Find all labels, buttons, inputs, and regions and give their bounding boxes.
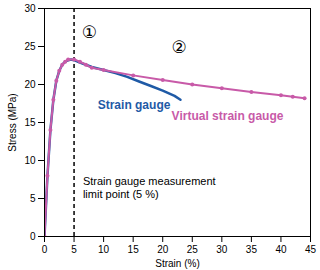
svg-text:Stress (MPa): Stress (MPa): [7, 93, 18, 151]
svg-text:25: 25: [24, 41, 36, 52]
svg-text:5: 5: [30, 193, 36, 204]
svg-text:35: 35: [246, 244, 258, 255]
svg-text:Strain gauge: Strain gauge: [98, 98, 171, 112]
svg-text:10: 10: [98, 244, 110, 255]
svg-text:30: 30: [24, 3, 36, 14]
svg-text:Virtual strain gauge: Virtual strain gauge: [172, 109, 284, 123]
svg-text:Strain gauge measurementlimit: Strain gauge measurementlimit point (5 %…: [83, 175, 216, 200]
svg-text:①: ①: [82, 22, 97, 42]
svg-text:0: 0: [30, 231, 36, 242]
svg-text:20: 20: [24, 79, 36, 90]
svg-text:20: 20: [157, 244, 169, 255]
svg-text:0: 0: [42, 244, 48, 255]
svg-text:15: 15: [128, 244, 140, 255]
svg-text:25: 25: [187, 244, 199, 255]
svg-text:15: 15: [24, 117, 36, 128]
svg-text:45: 45: [305, 244, 317, 255]
svg-text:5: 5: [71, 244, 77, 255]
svg-text:②: ②: [172, 37, 187, 57]
svg-text:40: 40: [275, 244, 287, 255]
svg-text:10: 10: [24, 155, 36, 166]
svg-text:Strain (%): Strain (%): [155, 258, 199, 269]
svg-text:30: 30: [216, 244, 228, 255]
